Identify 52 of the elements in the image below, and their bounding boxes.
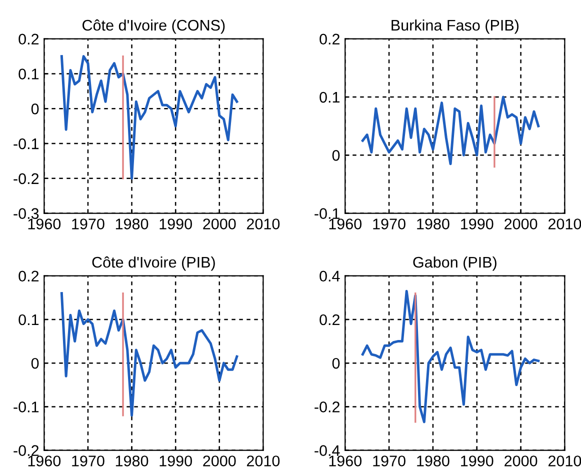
x-tick-label: 2010 bbox=[548, 456, 581, 466]
y-tick-label: -0.4 bbox=[314, 445, 340, 456]
x-tick-label: 1970 bbox=[373, 456, 406, 466]
x-tick-label: 2000 bbox=[504, 456, 538, 466]
x-tick-label: 2000 bbox=[504, 218, 538, 230]
y-tick-label: 0.2 bbox=[18, 270, 39, 282]
chart-title: Côte d'Ivoire (CONS) bbox=[82, 19, 225, 34]
x-tick-label: 1990 bbox=[461, 218, 494, 230]
x-tick-label: 1990 bbox=[160, 456, 192, 466]
x-tick-label: 1970 bbox=[72, 456, 104, 466]
y-tick-label: 0 bbox=[332, 358, 340, 369]
y-tick-label: -0.1 bbox=[14, 138, 39, 150]
x-tick-label: 1980 bbox=[116, 218, 148, 230]
line-series bbox=[60, 292, 238, 417]
chart-title: Côte d'Ivoire (PIB) bbox=[92, 256, 215, 271]
line-series bbox=[60, 55, 238, 180]
x-tick-label: 1980 bbox=[417, 456, 450, 466]
x-tick-label: 1960 bbox=[329, 456, 362, 466]
x-tick-label: 2010 bbox=[246, 218, 280, 230]
y-tick-label: -0.1 bbox=[14, 402, 39, 412]
x-tick-label: 1960 bbox=[28, 218, 61, 230]
y-tick-label: 0.1 bbox=[18, 68, 39, 80]
x-tick-label: 1990 bbox=[461, 456, 494, 466]
y-tick-label: 0 bbox=[31, 358, 39, 369]
x-tick-label: 2010 bbox=[246, 456, 280, 466]
y-tick-label: -0.2 bbox=[14, 173, 39, 184]
line-series bbox=[361, 96, 540, 166]
x-tick-label: 1960 bbox=[329, 218, 362, 230]
x-tick-label: 1960 bbox=[28, 456, 61, 466]
y-tick-label: 0.2 bbox=[320, 34, 340, 45]
line-series bbox=[361, 290, 540, 424]
y-tick-label: -0.3 bbox=[14, 208, 39, 219]
x-tick-label: 2000 bbox=[203, 218, 236, 230]
x-tick-label: 1970 bbox=[72, 218, 104, 230]
chart-title: Gabon (PIB) bbox=[413, 256, 496, 271]
x-tick-label: 2000 bbox=[203, 456, 236, 466]
y-tick-label: 0.1 bbox=[320, 92, 340, 103]
chart-title: Burkina Faso (PIB) bbox=[392, 19, 519, 34]
y-tick-label: -0.2 bbox=[14, 445, 39, 456]
y-tick-label: 0 bbox=[31, 104, 39, 114]
y-tick-label: -0.1 bbox=[314, 208, 340, 219]
y-tick-label: -0.2 bbox=[314, 402, 340, 412]
y-tick-label: 0.2 bbox=[320, 314, 340, 326]
y-tick-label: 0.1 bbox=[18, 314, 39, 326]
y-tick-label: 0.4 bbox=[320, 270, 340, 282]
x-tick-label: 1970 bbox=[373, 218, 406, 230]
y-tick-label: 0.2 bbox=[18, 34, 39, 45]
x-tick-label: 1980 bbox=[116, 456, 148, 466]
x-tick-label: 2010 bbox=[548, 218, 581, 230]
x-tick-label: 1990 bbox=[160, 218, 192, 230]
x-tick-label: 1980 bbox=[417, 218, 450, 230]
y-tick-label: 0 bbox=[332, 150, 340, 161]
